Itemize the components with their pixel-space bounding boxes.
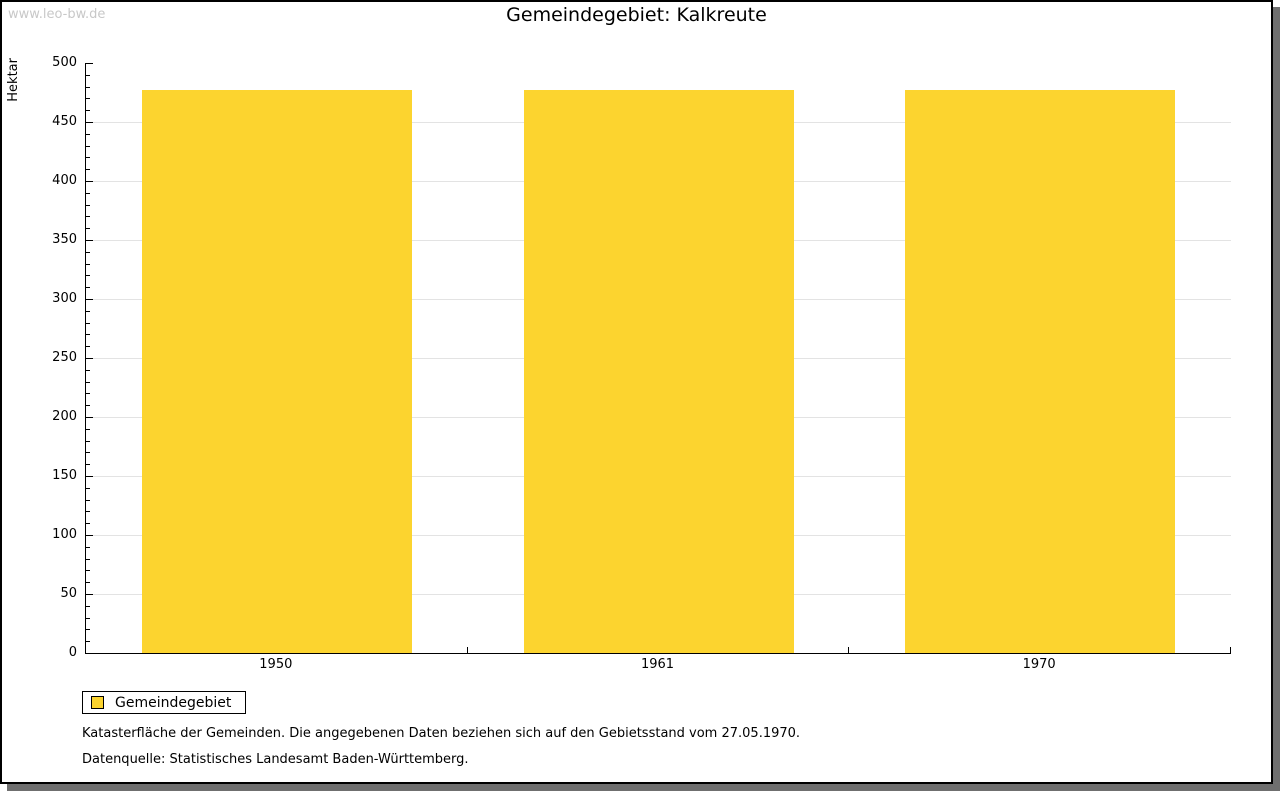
y-tick-label: 200 bbox=[52, 409, 77, 424]
y-minor-tick bbox=[86, 287, 90, 289]
y-tick-label: 400 bbox=[52, 173, 77, 188]
y-minor-tick bbox=[86, 464, 90, 466]
bar-1961 bbox=[523, 90, 794, 653]
y-minor-tick bbox=[86, 452, 90, 454]
legend-color-swatch bbox=[91, 696, 104, 709]
y-minor-tick bbox=[86, 169, 90, 171]
legend-label: Gemeindegebiet bbox=[115, 694, 232, 711]
y-minor-tick bbox=[86, 487, 90, 489]
chart-title: Gemeindegebiet: Kalkreute bbox=[506, 4, 767, 26]
y-minor-tick bbox=[86, 558, 90, 560]
y-minor-tick bbox=[86, 440, 90, 442]
y-minor-tick bbox=[86, 499, 90, 501]
y-minor-tick bbox=[86, 405, 90, 407]
y-minor-tick bbox=[86, 86, 90, 88]
y-minor-tick bbox=[86, 369, 90, 371]
x-tick bbox=[1230, 647, 1231, 653]
y-minor-tick bbox=[86, 381, 90, 383]
footnote-data-source: Datenquelle: Statistisches Landesamt Bad… bbox=[82, 752, 469, 767]
y-minor-tick bbox=[86, 523, 90, 525]
y-minor-tick bbox=[86, 428, 90, 430]
y-major-tick bbox=[86, 476, 93, 477]
y-minor-tick bbox=[86, 546, 90, 548]
y-minor-tick bbox=[86, 263, 90, 265]
y-tick-label: 300 bbox=[52, 291, 77, 306]
y-major-tick bbox=[86, 181, 93, 182]
y-minor-tick bbox=[86, 251, 90, 253]
x-tick bbox=[467, 647, 468, 653]
x-tick-label: 1950 bbox=[259, 657, 293, 672]
y-minor-tick bbox=[86, 617, 90, 619]
y-minor-tick bbox=[86, 204, 90, 206]
y-minor-tick bbox=[86, 110, 90, 112]
y-minor-tick bbox=[86, 228, 90, 230]
y-minor-tick bbox=[86, 629, 90, 631]
x-tick bbox=[848, 647, 849, 653]
y-minor-tick bbox=[86, 393, 90, 395]
x-tick-label: 1961 bbox=[640, 657, 675, 672]
y-minor-tick bbox=[86, 216, 90, 218]
y-major-tick bbox=[86, 358, 93, 359]
y-minor-tick bbox=[86, 145, 90, 147]
y-tick-label: 150 bbox=[52, 468, 77, 483]
y-tick-label: 450 bbox=[52, 114, 77, 129]
y-minor-tick bbox=[86, 570, 90, 572]
y-major-tick bbox=[86, 535, 93, 536]
y-minor-tick bbox=[86, 98, 90, 100]
y-minor-tick bbox=[86, 192, 90, 194]
y-minor-tick bbox=[86, 641, 90, 643]
plot-area bbox=[85, 63, 1231, 654]
y-major-tick bbox=[86, 299, 93, 300]
bar-1950 bbox=[141, 90, 412, 653]
y-minor-tick bbox=[86, 346, 90, 348]
y-major-tick bbox=[86, 417, 93, 418]
y-major-tick bbox=[86, 63, 93, 64]
y-tick-label: 350 bbox=[52, 232, 77, 247]
y-major-tick bbox=[86, 122, 93, 123]
y-minor-tick bbox=[86, 74, 90, 76]
y-tick-label: 500 bbox=[52, 55, 77, 70]
y-tick-label: 250 bbox=[52, 350, 77, 365]
y-tick-label: 0 bbox=[68, 645, 77, 660]
footnote-source-note: Katasterfläche der Gemeinden. Die angege… bbox=[82, 726, 801, 741]
y-tick-label: 100 bbox=[52, 527, 77, 542]
y-minor-tick bbox=[86, 605, 90, 607]
y-major-tick bbox=[86, 594, 93, 595]
watermark-text: www.leo-bw.de bbox=[8, 7, 106, 22]
y-major-tick bbox=[86, 240, 93, 241]
y-tick-label: 50 bbox=[60, 586, 77, 601]
y-minor-tick bbox=[86, 275, 90, 277]
bar-1970 bbox=[905, 90, 1176, 653]
legend: Gemeindegebiet bbox=[82, 691, 247, 714]
y-minor-tick bbox=[86, 582, 90, 584]
y-minor-tick bbox=[86, 157, 90, 159]
y-minor-tick bbox=[86, 133, 90, 135]
y-minor-tick bbox=[86, 310, 90, 312]
y-minor-tick bbox=[86, 511, 90, 513]
x-tick-label: 1970 bbox=[1022, 657, 1056, 672]
y-minor-tick bbox=[86, 322, 90, 324]
y-minor-tick bbox=[86, 334, 90, 336]
